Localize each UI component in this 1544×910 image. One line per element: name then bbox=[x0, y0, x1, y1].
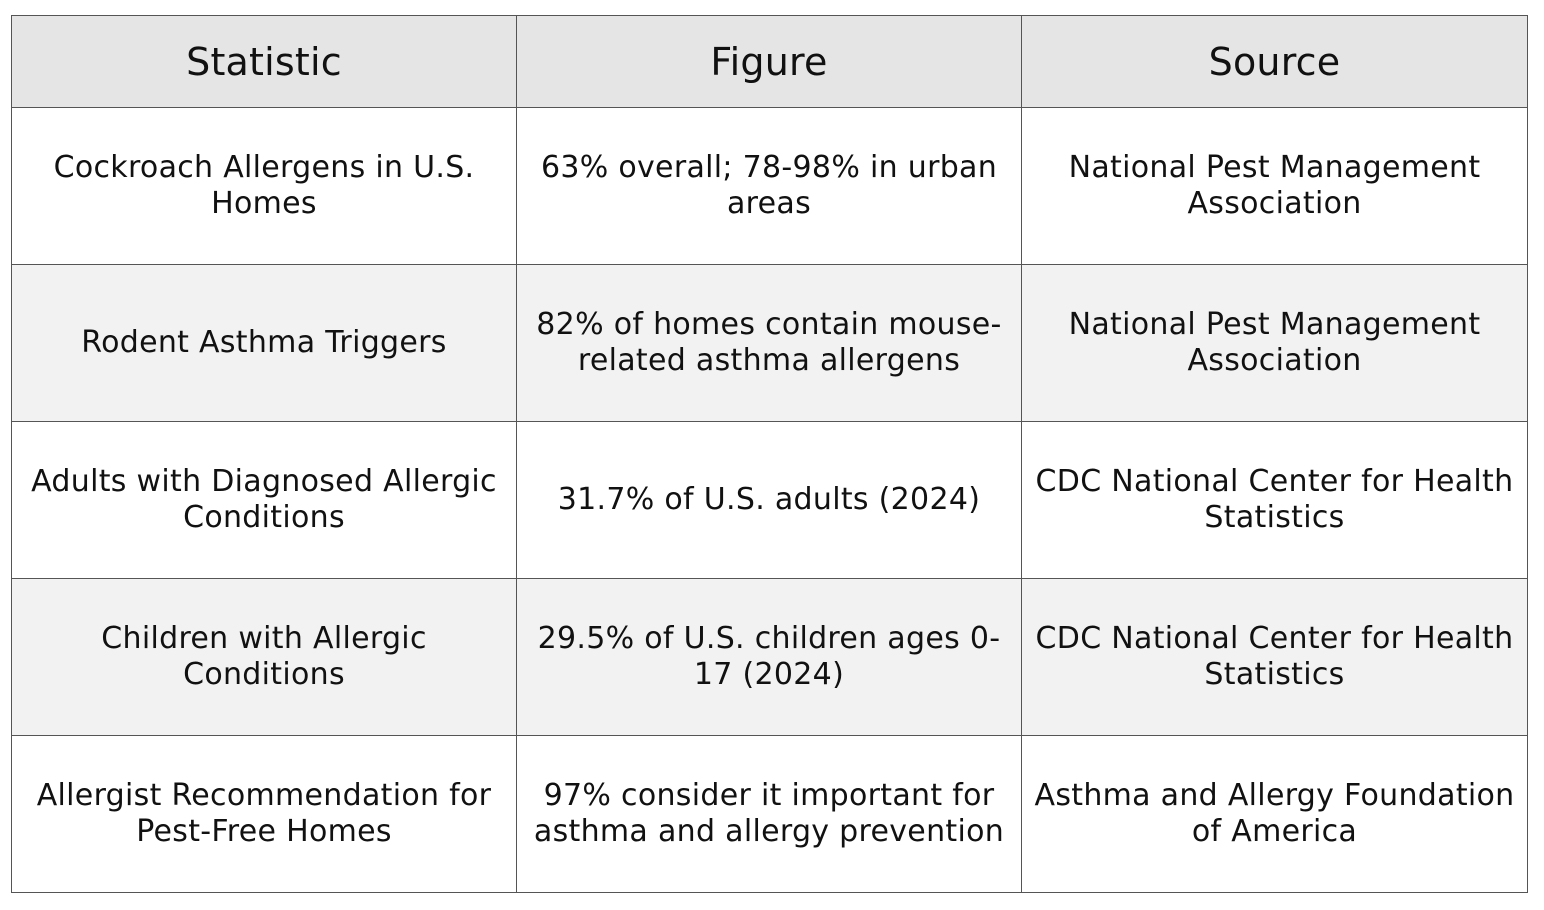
cell-source: Asthma and Allergy Foundation of America bbox=[1021, 735, 1528, 893]
table-row: Allergist Recommendation for Pest-Free H… bbox=[11, 735, 1528, 893]
table-body: Cockroach Allergens in U.S. Homes 63% ov… bbox=[11, 107, 1528, 893]
cell-source: National Pest Management Association bbox=[1021, 107, 1528, 265]
cell-statistic: Children with Allergic Conditions bbox=[11, 578, 517, 736]
table-header: Statistic Figure Source bbox=[11, 15, 1528, 108]
cell-figure: 31.7% of U.S. adults (2024) bbox=[516, 421, 1022, 579]
cell-figure: 29.5% of U.S. children ages 0-17 (2024) bbox=[516, 578, 1022, 736]
cell-statistic: Cockroach Allergens in U.S. Homes bbox=[11, 107, 517, 265]
cell-statistic: Allergist Recommendation for Pest-Free H… bbox=[11, 735, 517, 893]
table-row: Adults with Diagnosed Allergic Condition… bbox=[11, 421, 1528, 579]
table-row: Rodent Asthma Triggers 82% of homes cont… bbox=[11, 264, 1528, 422]
cell-source: CDC National Center for Health Statistic… bbox=[1021, 421, 1528, 579]
table-row: Children with Allergic Conditions 29.5% … bbox=[11, 578, 1528, 736]
table-row: Cockroach Allergens in U.S. Homes 63% ov… bbox=[11, 107, 1528, 265]
cell-figure: 82% of homes contain mouse-related asthm… bbox=[516, 264, 1022, 422]
header-figure: Figure bbox=[516, 15, 1022, 108]
cell-source: National Pest Management Association bbox=[1021, 264, 1528, 422]
cell-statistic: Rodent Asthma Triggers bbox=[11, 264, 517, 422]
cell-source: CDC National Center for Health Statistic… bbox=[1021, 578, 1528, 736]
header-source: Source bbox=[1021, 15, 1528, 108]
cell-statistic: Adults with Diagnosed Allergic Condition… bbox=[11, 421, 517, 579]
statistics-table: Statistic Figure Source Cockroach Allerg… bbox=[11, 15, 1528, 893]
cell-figure: 97% consider it important for asthma and… bbox=[516, 735, 1022, 893]
header-row: Statistic Figure Source bbox=[11, 15, 1528, 108]
header-statistic: Statistic bbox=[11, 15, 517, 108]
cell-figure: 63% overall; 78-98% in urban areas bbox=[516, 107, 1022, 265]
